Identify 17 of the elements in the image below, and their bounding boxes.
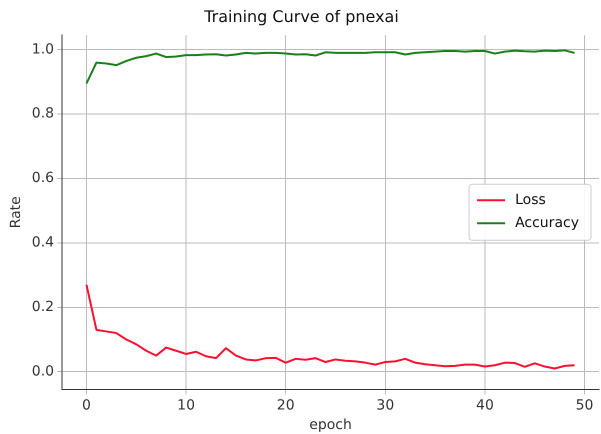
y-tick-label: 0.0 [32,363,54,380]
y-tick-label: 0.4 [32,234,54,251]
x-tick-label: 50 [576,397,594,414]
x-tick-label: 40 [476,397,494,414]
y-axis-title: Rate [8,196,24,228]
x-tick-label: 30 [376,397,394,414]
x-tick-label: 10 [177,397,195,414]
x-tick-label: 0 [82,397,91,414]
y-tick-label: 0.2 [32,298,54,315]
y-tick-label: 0.8 [32,106,54,122]
x-axis-title: epoch [309,417,352,434]
legend-label: Accuracy [515,214,580,231]
y-tick-label: 1.0 [32,41,54,58]
x-tick-label: 20 [276,397,295,414]
chart-title: Training Curve of pnexai [203,6,399,26]
legend-label: Loss [515,192,546,208]
y-tick-label: 0.6 [32,170,54,186]
